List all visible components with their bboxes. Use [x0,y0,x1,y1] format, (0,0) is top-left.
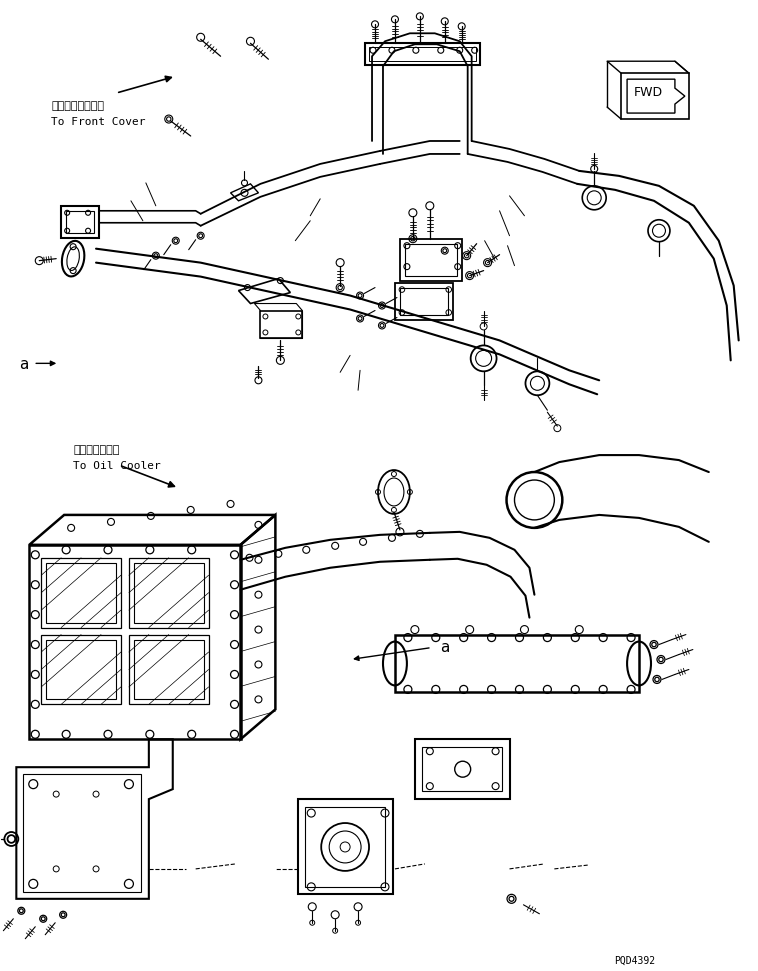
Bar [395,635,639,692]
Bar [261,311,302,339]
Bar [61,206,99,238]
Bar [400,287,448,316]
Text: To Oil Cooler: To Oil Cooler [73,461,161,471]
Bar [46,563,116,622]
Text: フロントカバーヘ: フロントカバーヘ [52,101,104,111]
Text: a: a [440,640,449,654]
Text: a: a [19,357,29,372]
Bar [400,239,462,281]
Bar [46,640,116,699]
Text: PQD4392: PQD4392 [614,955,655,965]
Bar [422,748,502,791]
Bar [395,283,453,320]
Bar [129,557,208,627]
Text: FWD: FWD [634,86,663,99]
Bar [134,563,204,622]
Bar [41,635,121,704]
Bar [134,640,204,699]
Bar [405,244,457,276]
Bar [365,44,480,65]
Bar [129,635,208,704]
Bar [305,807,385,887]
Bar [23,774,141,891]
Bar [66,211,94,233]
Text: To Front Cover: To Front Cover [52,117,146,127]
Bar [299,799,393,894]
Text: オイルクーラヘ: オイルクーラヘ [73,445,120,455]
Bar [369,48,475,61]
Bar [41,557,121,627]
